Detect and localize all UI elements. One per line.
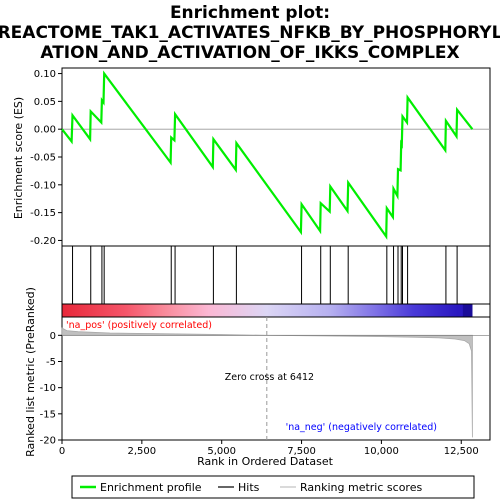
metric-panel: 0-5-10-15-200 2,500 5,000 7,500 10,000 12,500… — [40, 316, 491, 457]
metric-y-tick-label: -20 — [40, 436, 56, 447]
x-tick-label: 5,000 — [207, 446, 236, 457]
legend-box — [71, 475, 475, 499]
metric-y-tick-label: -10 — [40, 383, 56, 394]
legend: Enrichment profile Hits Ranking metric sco… — [71, 475, 475, 499]
legend-label: Ranking metric scores — [300, 481, 422, 494]
metric-y-tick-label: 0 — [50, 331, 56, 342]
legend-label: Hits — [238, 481, 260, 494]
x-tick-label: 7,500 — [287, 446, 316, 457]
es-y-tick-label: 0.10 — [34, 69, 56, 80]
es-y-tick-label: -0.10 — [30, 180, 56, 191]
es-plot-frame — [61, 67, 491, 247]
na-pos-label: 'na_pos' (positively correlated) — [66, 320, 212, 331]
correlation-heatbar — [62, 304, 473, 317]
es-y-axis-label: Enrichment score (ES) — [12, 97, 25, 219]
chart-title-line-3: ATION_AND_ACTIVATION_OF_IKKS_COMPLEX — [40, 43, 459, 63]
es-y-tick-label: -0.05 — [30, 153, 56, 164]
chart-title-line-2: REACTOME_TAK1_ACTIVATES_NFKB_BY_PHOSPHOR… — [0, 23, 500, 43]
legend-label: Enrichment profile — [100, 481, 202, 494]
metric-y-axis-label: Ranked list metric (PreRanked) — [24, 287, 37, 457]
chart-title-line-1: Enrichment plot: — [170, 3, 330, 23]
ranking-metric-area — [61, 327, 473, 438]
heatbar-end-block — [462, 304, 473, 317]
es-y-tick-label: -0.20 — [30, 236, 56, 247]
es-y-tick-label: -0.15 — [30, 208, 56, 219]
enrichment-profile-line — [61, 70, 474, 240]
x-tick-label: 2,500 — [128, 446, 157, 457]
es-panel: 0.10 0.05 0.00 -0.05 -0.10 -0.15 -0.20 — [30, 67, 491, 247]
metric-y-tick-label: -5 — [46, 357, 56, 368]
es-y-tick-label: 0.05 — [34, 97, 56, 108]
zero-cross-label: Zero cross at 6412 — [225, 372, 314, 383]
hits-frame — [61, 245, 491, 305]
hits-panel — [61, 245, 491, 318]
na-neg-label: 'na_neg' (negatively correlated) — [286, 422, 437, 433]
x-tick-label: 0 — [59, 446, 65, 457]
x-axis-label: Rank in Ordered Dataset — [197, 455, 334, 468]
x-tick-label: 10,000 — [364, 446, 399, 457]
x-tick-label: 12,500 — [444, 446, 479, 457]
es-y-tick-label: 0.00 — [34, 125, 56, 136]
metric-y-tick-label: -15 — [40, 409, 56, 420]
